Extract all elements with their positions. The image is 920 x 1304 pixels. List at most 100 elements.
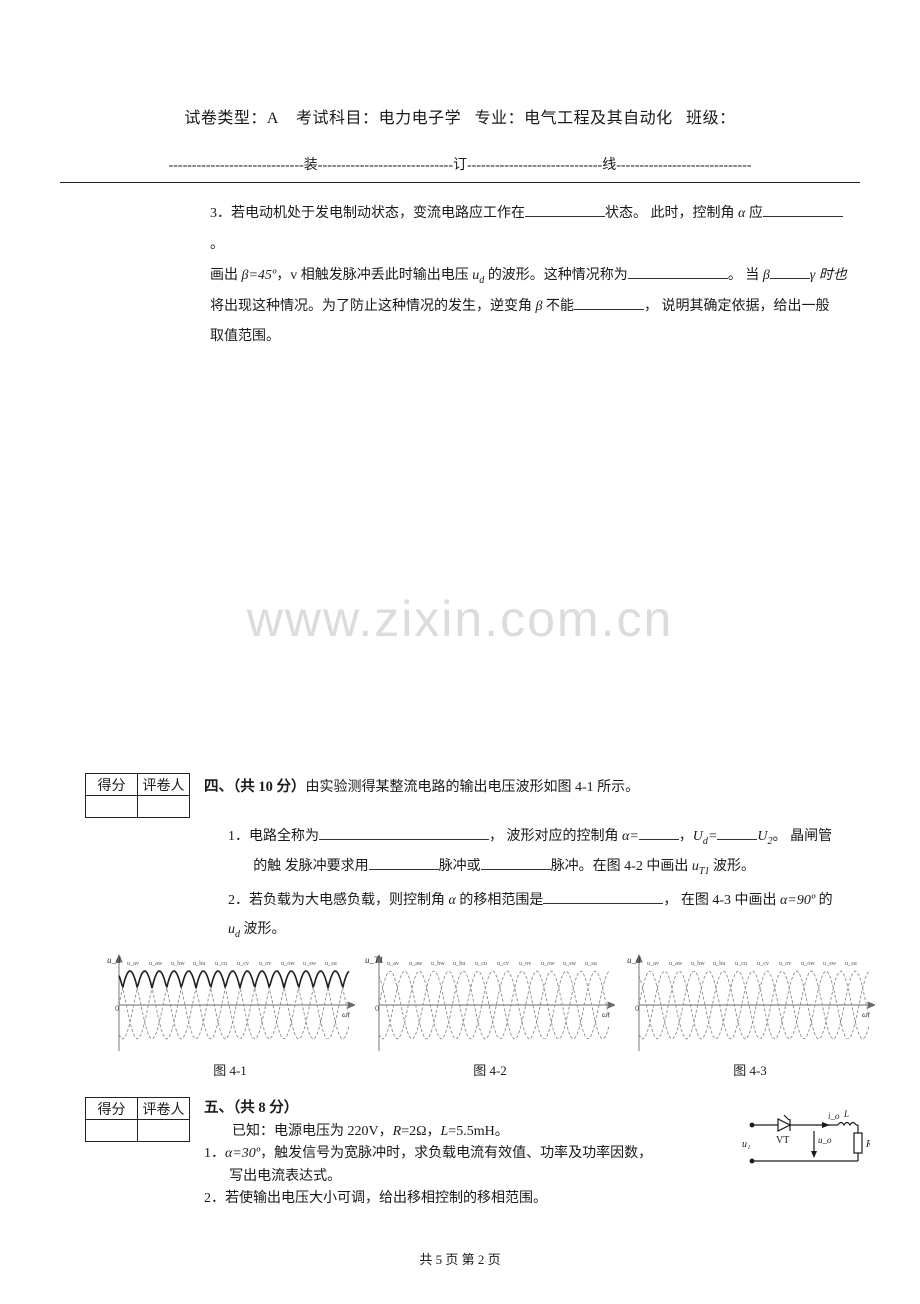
- blank: [369, 856, 439, 870]
- paper-type-label: 试卷类型：: [184, 110, 267, 127]
- blank: [481, 856, 551, 870]
- score-blank: [86, 796, 138, 818]
- s4q1f: 脉冲或: [439, 859, 481, 874]
- svg-text:VT: VT: [776, 1135, 789, 1146]
- q3-l2e: γ 时也: [810, 268, 847, 283]
- Lval: =5.5mH。: [448, 1124, 508, 1139]
- svg-text:u_cv: u_cv: [497, 960, 510, 967]
- dash2: -----------------------------: [318, 158, 453, 173]
- svg-text:u_cu: u_cu: [735, 960, 747, 967]
- blank: [543, 890, 663, 904]
- binding-line: -----------------------------装----------…: [60, 154, 860, 174]
- svg-text:u_bu: u_bu: [193, 960, 205, 967]
- fig-cap-1: 图 4-1: [213, 1060, 247, 1079]
- svg-text:u_ov: u_ov: [779, 960, 792, 967]
- s4q1e: 发脉冲要求用: [285, 859, 369, 874]
- q3-l2d: 。 当: [728, 268, 763, 283]
- dash1: -----------------------------: [169, 158, 304, 173]
- svg-text:0: 0: [375, 1004, 379, 1013]
- svg-text:u_av: u_av: [647, 960, 660, 967]
- svg-text:u_o: u_o: [818, 1135, 832, 1145]
- U2: U: [757, 829, 767, 844]
- fig-cap-3: 图 4-3: [733, 1060, 767, 1079]
- waveform-4-1: u_d ωt u_avu_awu_bwu_buu_cuu_cvu_ovu_owu…: [105, 951, 355, 1056]
- sec5-body: 五、（共 8 分） 已知：电源电压为 220V，R=2Ω，L=5.5mH。 1．…: [204, 1097, 860, 1210]
- exam-page: 试卷类型：A 考试科目：电力电子学 专业：电气工程及其自动化 班级： -----…: [0, 0, 920, 1304]
- svg-text:R: R: [865, 1139, 870, 1150]
- section-4-title-line: 四、（共 10 分）由实验测得某整流电路的输出电压波形如图 4-1 所示。: [204, 773, 860, 801]
- subject-label: 考试科目：: [296, 110, 379, 127]
- svg-text:u_bw: u_bw: [171, 960, 185, 967]
- svg-text:u_ow: u_ow: [281, 960, 295, 967]
- svg-text:i_o: i_o: [828, 1111, 840, 1121]
- s5q2: 2．若使输出电压大小可调，给出移相控制的移相范围。: [204, 1191, 547, 1206]
- binding-ding: 订: [453, 158, 467, 173]
- s4q2c: ， 在图 4-3 中画出: [663, 893, 780, 908]
- alpha-eq: α=: [622, 829, 639, 844]
- s4q1c: ，: [679, 829, 693, 844]
- svg-text:u_bu: u_bu: [453, 960, 465, 967]
- score-col1-b: 得分: [86, 1098, 138, 1120]
- alpha30: α=30º: [225, 1146, 260, 1161]
- alpha90: α=90º: [780, 893, 815, 908]
- blank: [639, 826, 679, 840]
- fig-4-3: u_d ωt u_avu_awu_bwu_buu_cuu_cvu_ovu_owu…: [625, 951, 875, 1079]
- q3-mid2: 应: [745, 206, 763, 221]
- q3-pre: 3．若电动机处于发电制动状态，变流电路应工作在: [210, 206, 525, 221]
- svg-text:u_ov: u_ov: [519, 960, 532, 967]
- blank: [574, 296, 644, 310]
- blank: [628, 265, 728, 279]
- fig-4-2: u_T1 ωt u_avu_awu_bwu_buu_cuu_cvu_ovu_ow…: [365, 951, 615, 1079]
- uT1: u: [692, 859, 699, 874]
- svg-text:u_av: u_av: [387, 960, 400, 967]
- major-label: 专业：: [475, 110, 525, 127]
- svg-text:u_T1: u_T1: [365, 955, 384, 965]
- q3-l3a: 将出现这种情况。为了防止这种情况的发生，逆变角: [210, 299, 536, 314]
- svg-text:u_av: u_av: [127, 960, 140, 967]
- svg-text:u_d: u_d: [107, 955, 121, 965]
- sec4-title: 四、（共 10 分）: [204, 779, 306, 795]
- question-3: 3．若电动机处于发电制动状态，变流电路应工作在状态。 此时，控制角 α 应。 画…: [210, 199, 850, 353]
- s4q1b: ， 波形对应的控制角: [489, 829, 622, 844]
- s5q1c: 写出电流表达式。: [229, 1169, 341, 1184]
- svg-text:L: L: [843, 1109, 849, 1119]
- score-col1: 得分: [86, 774, 138, 796]
- svg-text:u_bw: u_bw: [431, 960, 445, 967]
- circuit-diagram: u₁ VT u_o i_o L R: [740, 1103, 870, 1183]
- waveform-4-3: u_d ωt u_avu_awu_bwu_buu_cuu_cvu_ovu_owu…: [625, 951, 875, 1056]
- binding-zhuang: 装: [304, 158, 318, 173]
- fig-cap-2: 图 4-2: [473, 1060, 507, 1079]
- svg-text:u_su: u_su: [325, 960, 337, 967]
- footer-text: 共 5 页 第 2 页: [419, 1252, 500, 1267]
- section-4-header: 得分评卷人 四、（共 10 分）由实验测得某整流电路的输出电压波形如图 4-1 …: [60, 773, 860, 818]
- subject: 电力电子学: [379, 110, 462, 127]
- alpha2: α: [449, 893, 456, 908]
- beta-sym: β: [763, 268, 770, 283]
- s5q1a: 1．: [204, 1146, 225, 1161]
- score-table-5: 得分评卷人: [85, 1097, 190, 1142]
- Rval: =2Ω，: [401, 1124, 440, 1139]
- q3-l3b: 不能: [542, 299, 574, 314]
- dash4: -----------------------------: [616, 158, 751, 173]
- s5q1b: ，触发信号为宽脉冲时，求负载电流有效值、功率及功率因数，: [260, 1146, 652, 1161]
- grader-blank: [138, 796, 190, 818]
- q3-l2a: 画出: [210, 268, 242, 283]
- s4q2a: 2．若负载为大电感负载，则控制角: [228, 893, 449, 908]
- blank: [319, 826, 489, 840]
- watermark: www.zixin.com.cn: [247, 590, 674, 648]
- score-table: 得分评卷人: [85, 773, 190, 818]
- score-col2-b: 评卷人: [138, 1098, 190, 1120]
- paper-type: A: [267, 110, 278, 127]
- blank: [770, 265, 810, 279]
- ud2: u: [228, 922, 235, 937]
- score-col2: 评卷人: [138, 774, 190, 796]
- paper-header: 试卷类型：A 考试科目：电力电子学 专业：电气工程及其自动化 班级：: [60, 104, 860, 128]
- q3-l2b: ，v 相触发脉冲丢此时输出电压: [276, 268, 472, 283]
- sec5-given: 已知：电源电压为 220V，: [232, 1124, 393, 1139]
- svg-text:u_sw: u_sw: [563, 960, 577, 967]
- dash3: -----------------------------: [467, 158, 602, 173]
- q3-l3c: ， 说明其确定依据，给出一般: [644, 299, 830, 314]
- svg-text:0: 0: [635, 1004, 639, 1013]
- score-blank: [86, 1120, 138, 1142]
- sec4-q1: 1．电路全称为， 波形对应的控制角 α=，Ud=U2。 晶闸管的触 发脉冲要求用…: [228, 822, 840, 945]
